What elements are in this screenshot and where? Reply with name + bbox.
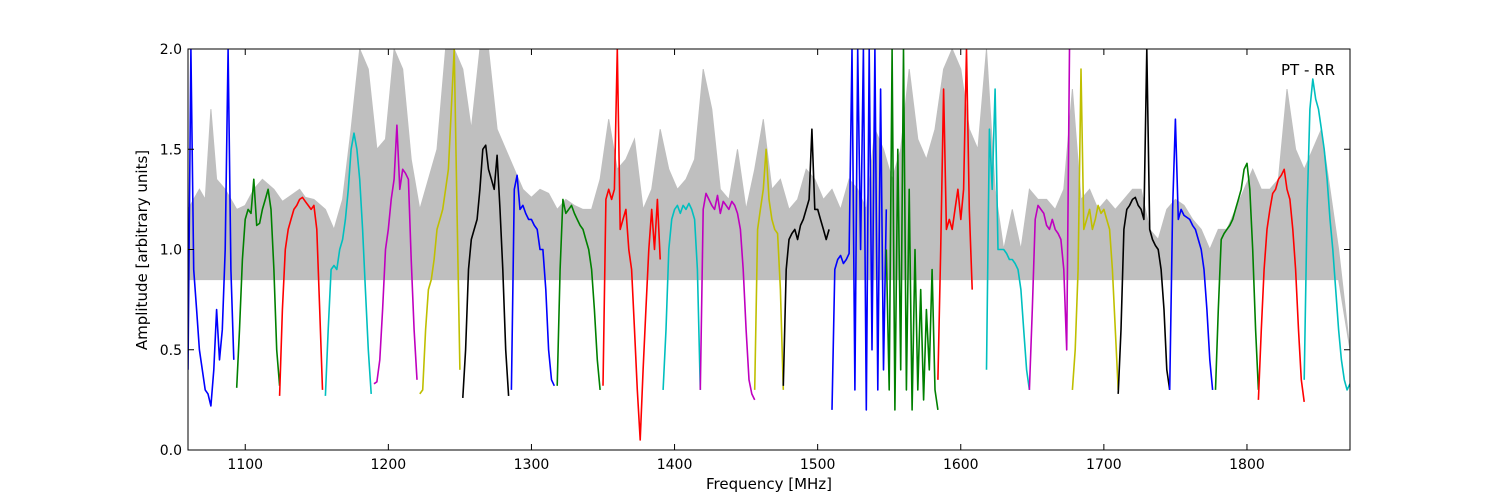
x-tick-label: 1300 [514, 457, 550, 473]
y-axis-ticks: 0.0 0.5 1.0 1.5 2.0 [160, 42, 1350, 459]
series-line-14 [782, 128, 830, 386]
y-tick-label: 1.5 [160, 142, 182, 158]
x-axis-title: Frequency [MHz] [706, 475, 832, 493]
series-line-15 [831, 49, 888, 411]
x-tick-label: 1700 [1086, 457, 1122, 473]
series-line-6 [419, 49, 461, 395]
series-line-24 [1257, 168, 1305, 403]
series-line-16 [885, 49, 939, 411]
series-line-3 [278, 196, 324, 396]
series-line-21 [1117, 49, 1171, 394]
series-line-13 [753, 148, 785, 390]
series-line-7 [462, 144, 510, 398]
series-line-12 [699, 192, 756, 401]
y-tick-label: 0.5 [160, 343, 182, 359]
series-line-5 [373, 124, 418, 385]
y-axis-title: Amplitude [arbitrary units] [133, 150, 151, 350]
series-line-20 [1071, 68, 1119, 390]
series-line-17 [937, 49, 973, 380]
y-tick-label: 0.0 [160, 443, 182, 459]
series-line-1 [188, 49, 235, 407]
series-line-4 [324, 132, 372, 396]
annotation-label: PT - RR [1281, 61, 1335, 79]
x-tick-label: 1500 [800, 457, 836, 473]
series-line-2 [235, 178, 281, 388]
series-line-11 [662, 202, 702, 390]
x-axis-ticks: 1100 1200 1300 1400 1500 1600 1700 1800 [227, 49, 1265, 473]
series-line-23 [1214, 162, 1260, 390]
series-line-19 [1028, 49, 1071, 390]
series-line-10 [602, 49, 661, 441]
x-tick-label: 1800 [1229, 457, 1265, 473]
series-line-22 [1168, 118, 1214, 390]
x-tick-label: 1200 [371, 457, 407, 473]
y-tick-label: 1.0 [160, 243, 182, 259]
series-line-25 [1303, 78, 1350, 391]
x-tick-label: 1400 [657, 457, 693, 473]
series-layer [188, 49, 1350, 441]
y-tick-label: 2.0 [160, 42, 182, 58]
series-line-18 [985, 88, 1031, 391]
x-tick-label: 1600 [943, 457, 979, 473]
series-line-9 [556, 198, 601, 390]
x-tick-label: 1100 [227, 457, 263, 473]
series-line-8 [510, 174, 556, 390]
